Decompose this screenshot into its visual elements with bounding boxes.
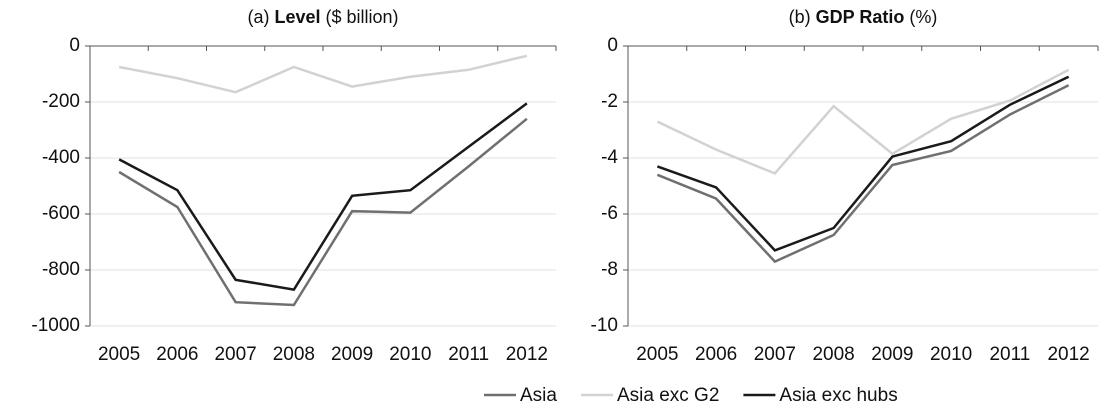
x-tick-label: 2009 xyxy=(871,344,913,365)
y-tick-label: -800 xyxy=(42,259,80,280)
y-tick-label: -6 xyxy=(601,203,618,224)
y-tick-label: 0 xyxy=(69,35,80,56)
x-tick-label: 2007 xyxy=(214,344,256,365)
series-line xyxy=(656,75,1070,252)
y-tick-label: -8 xyxy=(601,259,618,280)
series-line xyxy=(118,117,528,307)
y-tick-label: -4 xyxy=(601,147,618,168)
x-tick-label: 2010 xyxy=(930,344,972,365)
x-tick-label: 2012 xyxy=(1047,344,1089,365)
x-tick-label: 2006 xyxy=(695,344,737,365)
title-prefix: (a) xyxy=(247,7,274,27)
y-tick-label: -200 xyxy=(42,91,80,112)
series-line xyxy=(118,102,528,291)
legend-label: Asia xyxy=(520,385,557,406)
series-line xyxy=(118,54,528,94)
title-bold: GDP Ratio xyxy=(816,7,905,27)
series-line xyxy=(656,68,1070,175)
y-tick-label: -600 xyxy=(42,203,80,224)
title-suffix: ($ billion) xyxy=(321,7,399,27)
x-tick-label: 2006 xyxy=(156,344,198,365)
x-tick-label: 2011 xyxy=(448,344,489,365)
title-bold: Level xyxy=(274,7,320,27)
legend-label: Asia exc hubs xyxy=(779,385,897,406)
legend-label: Asia exc G2 xyxy=(617,385,719,406)
x-tick-label: 2005 xyxy=(636,344,678,365)
y-tick-label: -400 xyxy=(42,147,80,168)
y-tick-label: -2 xyxy=(601,91,618,112)
y-tick-label: 0 xyxy=(607,35,618,56)
chart-title: (a) Level ($ billion) xyxy=(247,7,398,27)
x-tick-label: 2005 xyxy=(98,344,140,365)
y-tick-label: -1000 xyxy=(31,315,80,336)
x-tick-label: 2007 xyxy=(754,344,796,365)
chart-title: (b) GDP Ratio (%) xyxy=(789,7,938,27)
title-suffix: (%) xyxy=(904,7,937,27)
x-tick-label: 2008 xyxy=(273,344,315,365)
x-tick-label: 2010 xyxy=(389,344,431,365)
x-tick-label: 2012 xyxy=(506,344,548,365)
x-tick-label: 2009 xyxy=(331,344,373,365)
series-line xyxy=(656,84,1070,264)
y-tick-label: -10 xyxy=(591,315,618,336)
x-tick-label: 2011 xyxy=(989,344,1030,365)
x-tick-label: 2008 xyxy=(812,344,854,365)
title-prefix: (b) xyxy=(789,7,816,27)
